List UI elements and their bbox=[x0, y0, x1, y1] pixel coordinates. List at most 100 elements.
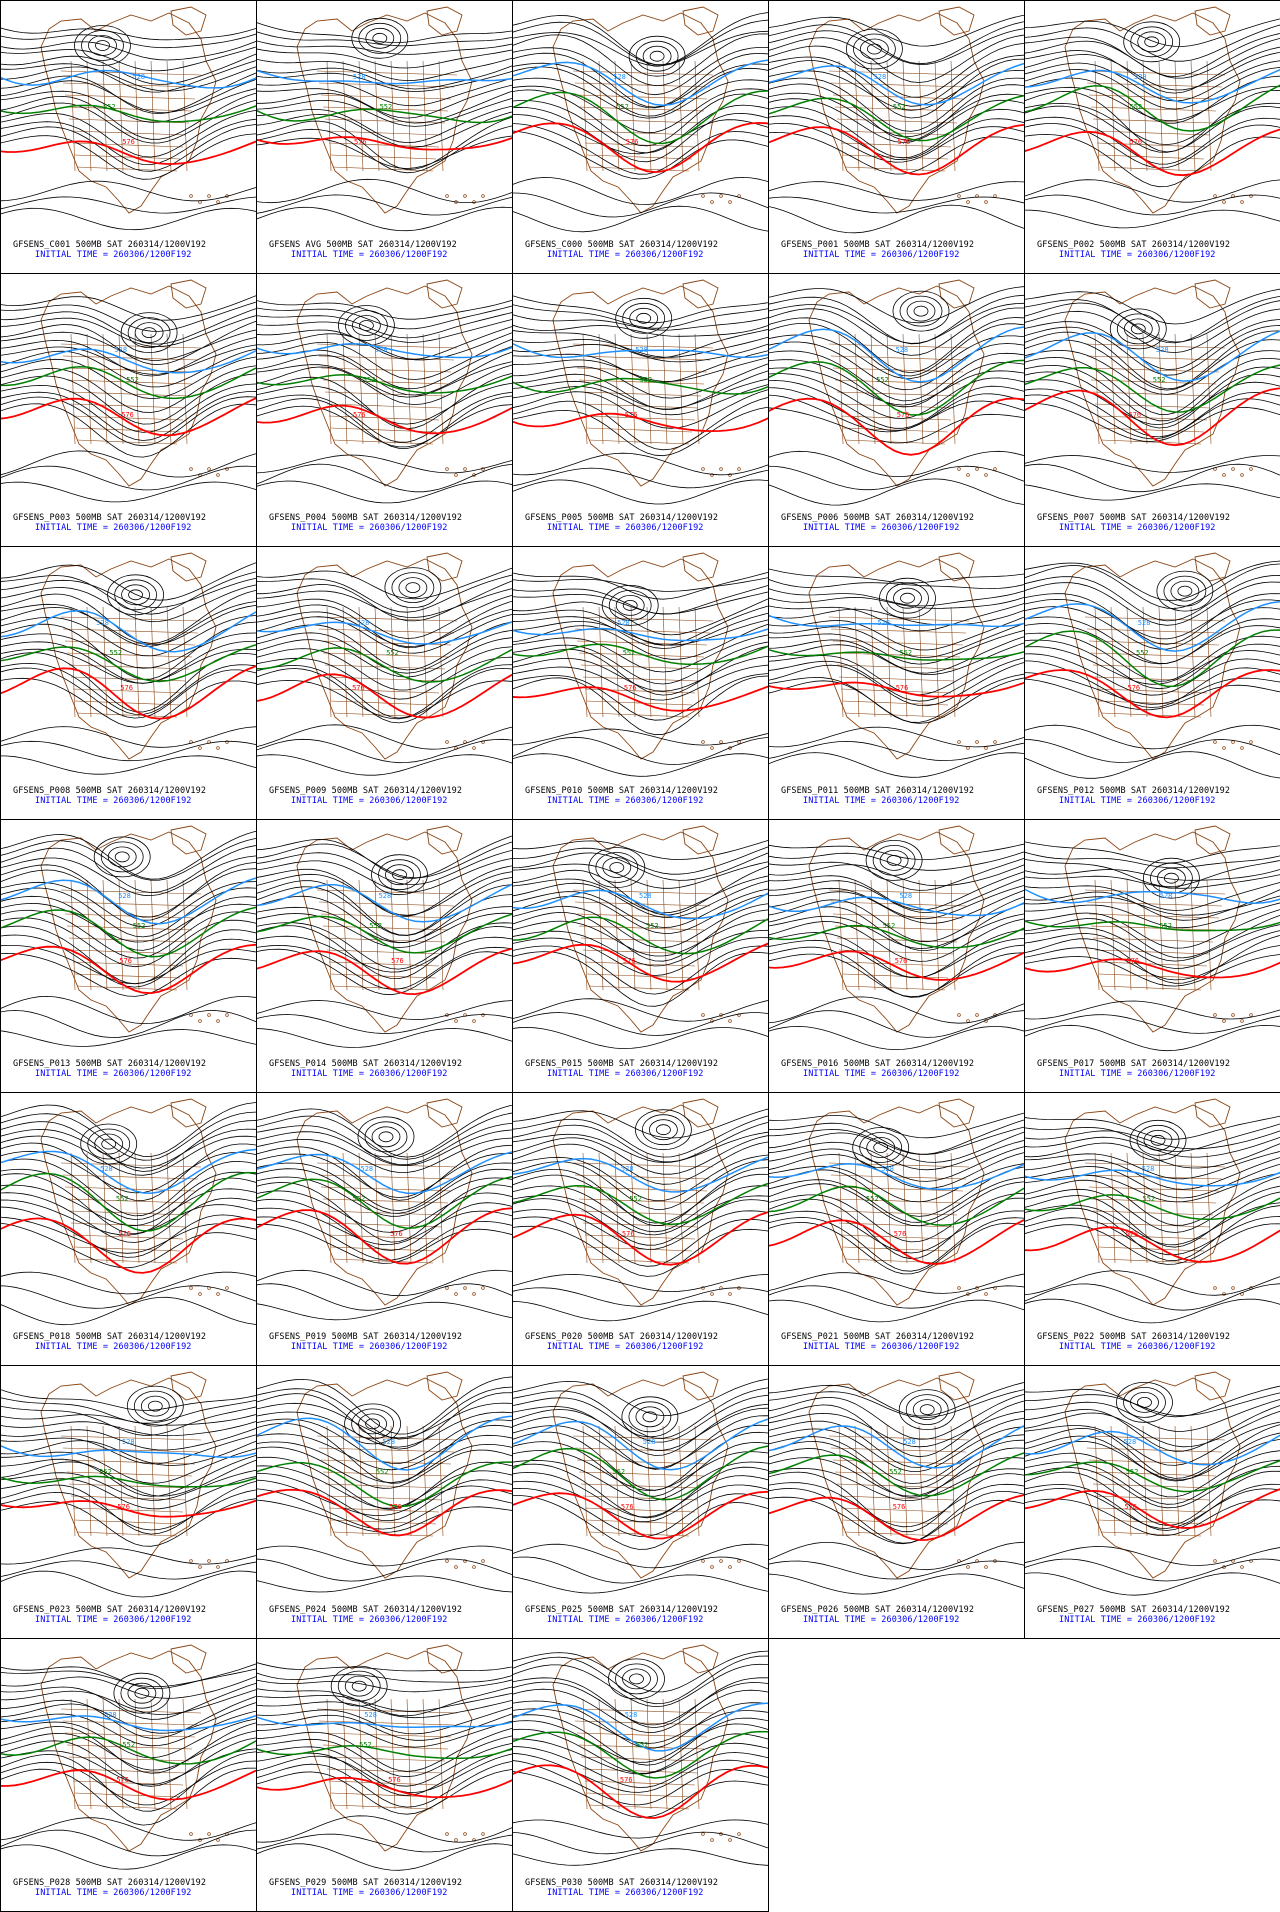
island-outline bbox=[189, 467, 193, 471]
border-line bbox=[574, 82, 711, 88]
member-caption: GFSENS_P009 500MB SAT 260314/1200V192 bbox=[269, 787, 462, 796]
height-contour bbox=[257, 754, 512, 776]
height-contour bbox=[769, 1119, 1024, 1155]
initial-time-value: 260306/1200F192 bbox=[881, 523, 960, 533]
border-line bbox=[326, 1495, 443, 1501]
border-line bbox=[358, 60, 364, 172]
low-contour bbox=[371, 1126, 401, 1148]
border-line bbox=[1084, 1435, 1226, 1441]
low-contour bbox=[81, 30, 124, 61]
height-contour bbox=[1, 1448, 256, 1484]
border-line bbox=[318, 82, 455, 88]
height-contour bbox=[769, 843, 1024, 861]
contour-576-line bbox=[1025, 669, 1280, 719]
contour-528-line bbox=[769, 1425, 1024, 1469]
initial-time-value: 260306/1200F192 bbox=[625, 1615, 704, 1625]
initial-time-value: 260306/1200F192 bbox=[113, 1888, 192, 1898]
island-outline bbox=[481, 1559, 485, 1563]
border-line bbox=[118, 606, 124, 718]
border-line bbox=[598, 879, 604, 991]
height-contour bbox=[513, 1131, 768, 1163]
contour-576-label: 576 bbox=[621, 1503, 634, 1511]
height-contour bbox=[513, 467, 768, 489]
height-contour bbox=[513, 1141, 768, 1185]
member-name: GFSENS_P013 bbox=[13, 1059, 71, 1069]
island-outline bbox=[207, 1559, 211, 1563]
greenland-outline bbox=[1194, 825, 1231, 855]
border-line bbox=[574, 628, 711, 634]
height-contour bbox=[257, 57, 512, 82]
border-line bbox=[74, 1246, 181, 1252]
border-line bbox=[582, 1768, 699, 1774]
initial-time-caption: INITIAL TIME = 260306/1200F192 bbox=[35, 797, 192, 806]
contour-576-line bbox=[513, 942, 768, 983]
border-line bbox=[118, 1698, 124, 1810]
border-line bbox=[678, 1698, 684, 1810]
height-contour bbox=[513, 1543, 768, 1569]
contour-528-line bbox=[1, 69, 256, 89]
height-contour bbox=[513, 89, 768, 147]
ensemble-panel: 528 552 576 GFSENS_P026 500MB SAT 260314/12… bbox=[768, 1365, 1025, 1639]
ensemble-panel: 528 552 576 GFSENS_P028 500MB SAT 260314/12… bbox=[0, 1638, 257, 1912]
height-contour bbox=[1, 881, 256, 928]
contour-528-line bbox=[1, 1148, 256, 1194]
low-contour bbox=[147, 1400, 163, 1412]
height-contour bbox=[1025, 123, 1280, 169]
height-contour bbox=[513, 343, 768, 363]
height-contour bbox=[257, 1433, 512, 1471]
island-outline bbox=[1213, 740, 1217, 744]
low-contour bbox=[364, 1121, 408, 1153]
low-contour bbox=[87, 1128, 131, 1160]
initial-time-value: 260306/1200F192 bbox=[881, 1342, 960, 1352]
height-contour bbox=[769, 851, 1024, 871]
member-name: GFSENS_P028 bbox=[13, 1878, 71, 1888]
height-contour bbox=[513, 893, 768, 934]
border-line bbox=[150, 333, 156, 445]
low-contour bbox=[94, 1133, 124, 1155]
height-contour bbox=[1, 46, 256, 72]
contour-528-line bbox=[1025, 888, 1280, 904]
ensemble-panel: 528 552 576 GFSENS_P013 500MB SAT 260314/12… bbox=[0, 819, 257, 1093]
border-line bbox=[74, 1792, 181, 1798]
height-contour bbox=[1, 66, 256, 92]
height-contour bbox=[769, 1140, 1024, 1171]
height-contour bbox=[513, 1287, 768, 1307]
border-line bbox=[1206, 1425, 1212, 1537]
member-caption: GFSENS_P023 500MB SAT 260314/1200V192 bbox=[13, 1606, 206, 1615]
contour-552-label: 552 bbox=[889, 1468, 902, 1476]
height-contour bbox=[257, 871, 512, 916]
island-outline bbox=[728, 1838, 732, 1842]
height-contour bbox=[769, 302, 1024, 344]
contour-552-label: 552 bbox=[133, 922, 146, 930]
contour-528-label: 528 bbox=[896, 346, 909, 354]
greenland-outline bbox=[938, 1098, 975, 1128]
height-contour bbox=[1, 1168, 256, 1221]
low-contour bbox=[352, 315, 381, 336]
border-line bbox=[316, 889, 458, 895]
contour-576-line bbox=[1, 140, 256, 165]
border-line bbox=[580, 118, 702, 124]
island-outline bbox=[189, 1832, 193, 1836]
low-contour bbox=[141, 327, 157, 338]
contour-528-line bbox=[257, 1415, 512, 1471]
contour-552-line bbox=[1, 906, 256, 958]
contour-552-label: 552 bbox=[109, 649, 122, 657]
height-contour bbox=[513, 295, 768, 324]
contour-576-label: 576 bbox=[897, 411, 910, 419]
border-line bbox=[70, 1495, 187, 1501]
low-contour bbox=[601, 585, 659, 626]
island-outline bbox=[454, 1292, 458, 1296]
contour-576-line bbox=[257, 404, 512, 435]
border-line bbox=[830, 628, 967, 634]
island-outline bbox=[463, 1832, 467, 1836]
border-line bbox=[1090, 1198, 1217, 1204]
ensemble-panel: 528 552 576 GFSENS_P004 500MB SAT 260314/12… bbox=[256, 273, 513, 547]
low-contour bbox=[886, 855, 902, 866]
border-line bbox=[102, 1425, 108, 1537]
contour-528-line bbox=[769, 614, 1024, 628]
height-contour bbox=[769, 1192, 1024, 1243]
field-valid-time: 500MB SAT 260314/1200V192 bbox=[587, 513, 719, 523]
height-contour bbox=[257, 664, 512, 719]
contour-576-line bbox=[1025, 1488, 1280, 1529]
